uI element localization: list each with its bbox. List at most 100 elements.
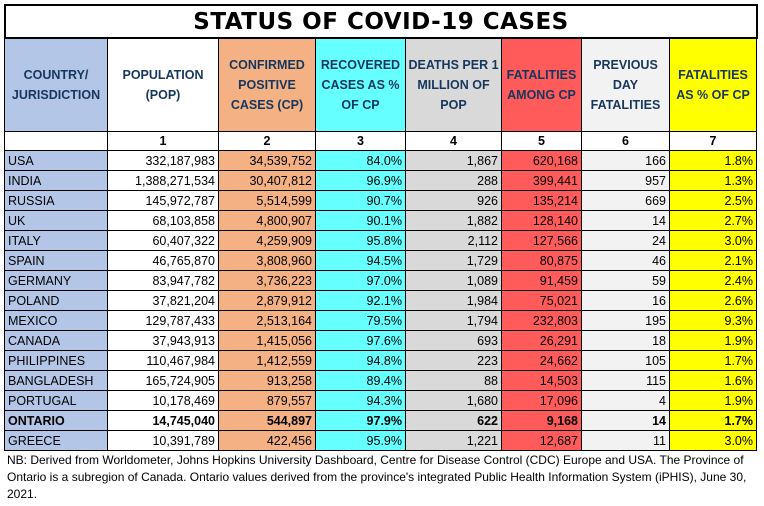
fatality-pct-cell: 1.7% [669, 350, 757, 371]
previous-day-cell: 669 [581, 190, 670, 211]
country-cell: RUSSIA [4, 190, 108, 211]
header-recovered: RECOVERED CASES AS % OF CP [315, 38, 406, 132]
deaths-per-million-cell: 693 [405, 330, 502, 351]
deaths-per-million-cell: 1,882 [405, 210, 502, 231]
country-cell: PHILIPPINES [4, 350, 108, 371]
fatalities-cell: 127,566 [501, 230, 582, 251]
fatality-pct-cell: 1.7% [669, 410, 757, 431]
previous-day-cell: 46 [581, 250, 670, 271]
table-row: BANGLADESH 165,724,905 913,258 89.4% 88 14,50… [4, 370, 757, 391]
deaths-per-million-cell: 1,680 [405, 390, 502, 411]
fatalities-cell: 75,021 [501, 290, 582, 311]
fatalities-cell: 399,441 [501, 170, 582, 191]
population-cell: 46,765,870 [107, 250, 219, 271]
header-population: POPULATION (POP) [107, 38, 219, 132]
deaths-per-million-cell: 88 [405, 370, 502, 391]
fatalities-cell: 232,803 [501, 310, 582, 331]
column-number: 1 [107, 131, 219, 151]
previous-day-cell: 957 [581, 170, 670, 191]
fatalities-cell: 26,291 [501, 330, 582, 351]
population-cell: 1,388,271,534 [107, 170, 219, 191]
table-row: ONTARIO 14,745,040 544,897 97.9% 622 9,168 14 1… [4, 410, 757, 431]
recovered-cell: 90.1% [315, 210, 406, 231]
header-row: COUNTRY/ JURISDICTION POPULATION (POP) C… [4, 38, 757, 132]
confirmed-cell: 3,736,223 [218, 270, 316, 291]
fatality-pct-cell: 3.0% [669, 230, 757, 251]
deaths-per-million-cell: 1,729 [405, 250, 502, 271]
fatality-pct-cell: 2.4% [669, 270, 757, 291]
population-cell: 37,821,204 [107, 290, 219, 311]
country-cell: GERMANY [4, 270, 108, 291]
fatality-pct-cell: 2.1% [669, 250, 757, 271]
recovered-cell: 97.6% [315, 330, 406, 351]
country-cell: BANGLADESH [4, 370, 108, 391]
recovered-cell: 97.0% [315, 270, 406, 291]
previous-day-cell: 115 [581, 370, 670, 391]
table-row: PORTUGAL 10,178,469 879,557 94.3% 1,680 17,09… [4, 390, 757, 411]
recovered-cell: 97.9% [315, 410, 406, 431]
population-cell: 110,467,984 [107, 350, 219, 371]
population-cell: 60,407,322 [107, 230, 219, 251]
table-row: UK 68,103,858 4,800,907 90.1% 1,882 128,140 14… [4, 210, 757, 231]
deaths-per-million-cell: 2,112 [405, 230, 502, 251]
fatality-pct-cell: 1.9% [669, 330, 757, 351]
population-cell: 83,947,782 [107, 270, 219, 291]
fatalities-cell: 620,168 [501, 150, 582, 171]
source-note: NB: Derived from Worldometer, Johns Hopk… [7, 453, 747, 501]
column-number: 3 [315, 131, 406, 151]
confirmed-cell: 2,879,912 [218, 290, 316, 311]
column-number-row: 1 2 3 4 5 6 7 [4, 131, 757, 151]
deaths-per-million-cell: 288 [405, 170, 502, 191]
recovered-cell: 95.9% [315, 430, 406, 451]
confirmed-cell: 5,514,599 [218, 190, 316, 211]
previous-day-cell: 105 [581, 350, 670, 371]
population-cell: 129,787,433 [107, 310, 219, 331]
recovered-cell: 89.4% [315, 370, 406, 391]
country-cell: POLAND [4, 290, 108, 311]
confirmed-cell: 30,407,812 [218, 170, 316, 191]
fatality-pct-cell: 1.3% [669, 170, 757, 191]
fatalities-cell: 128,140 [501, 210, 582, 231]
population-cell: 332,187,983 [107, 150, 219, 171]
table-row: USA 332,187,983 34,539,752 84.0% 1,867 620,16… [4, 150, 757, 171]
header-fatalities: FATALITIES AMONG CP [501, 38, 582, 132]
previous-day-cell: 18 [581, 330, 670, 351]
deaths-per-million-cell: 1,221 [405, 430, 502, 451]
header-confirmed: CONFIRMED POSITIVE CASES (CP) [218, 38, 316, 132]
column-number: 7 [669, 131, 757, 151]
fatalities-cell: 91,459 [501, 270, 582, 291]
confirmed-cell: 913,258 [218, 370, 316, 391]
recovered-cell: 92.1% [315, 290, 406, 311]
fatality-pct-cell: 2.7% [669, 210, 757, 231]
confirmed-cell: 4,800,907 [218, 210, 316, 231]
deaths-per-million-cell: 1,867 [405, 150, 502, 171]
recovered-cell: 79.5% [315, 310, 406, 331]
header-deaths-per-million: DEATHS PER 1 MILLION OF POP [405, 38, 502, 132]
recovered-cell: 96.9% [315, 170, 406, 191]
previous-day-cell: 166 [581, 150, 670, 171]
confirmed-cell: 544,897 [218, 410, 316, 431]
deaths-per-million-cell: 223 [405, 350, 502, 371]
country-cell: GREECE [4, 430, 108, 451]
table-row: INDIA 1,388,271,534 30,407,812 96.9% 288 399,… [4, 170, 757, 191]
header-country: COUNTRY/ JURISDICTION [4, 38, 108, 132]
confirmed-cell: 1,415,056 [218, 330, 316, 351]
page-title: STATUS OF COVID-19 CASES [4, 4, 758, 39]
previous-day-cell: 14 [581, 410, 670, 431]
fatality-pct-cell: 9.3% [669, 310, 757, 331]
country-cell: UK [4, 210, 108, 231]
confirmed-cell: 1,412,559 [218, 350, 316, 371]
country-cell: ITALY [4, 230, 108, 251]
previous-day-cell: 11 [581, 430, 670, 451]
country-cell: SPAIN [4, 250, 108, 271]
population-cell: 14,745,040 [107, 410, 219, 431]
table-row: CANADA 37,943,913 1,415,056 97.6% 693 26,291 1… [4, 330, 757, 351]
population-cell: 68,103,858 [107, 210, 219, 231]
fatality-pct-cell: 2.6% [669, 290, 757, 311]
previous-day-cell: 195 [581, 310, 670, 331]
previous-day-cell: 24 [581, 230, 670, 251]
previous-day-cell: 16 [581, 290, 670, 311]
deaths-per-million-cell: 926 [405, 190, 502, 211]
confirmed-cell: 879,557 [218, 390, 316, 411]
country-cell: MEXICO [4, 310, 108, 331]
